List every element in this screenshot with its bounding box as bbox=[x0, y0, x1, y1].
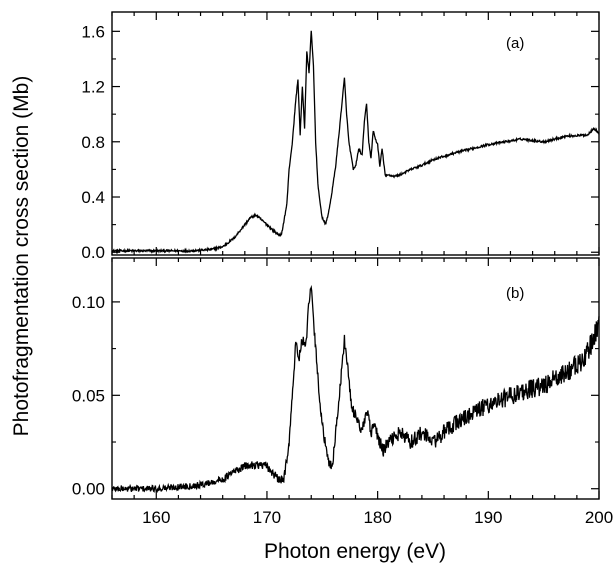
y-tick-label: 0.0 bbox=[81, 243, 105, 262]
panel-a: 0.0 0.4 0.8 1.2 1.6 (a) bbox=[81, 11, 600, 262]
y-tick-label: 0.00 bbox=[72, 480, 105, 499]
x-tick-label: 200 bbox=[585, 508, 613, 527]
y-tick-label: 1.2 bbox=[81, 78, 105, 97]
y-axis-title: Photofragmentation cross section (Mb) bbox=[10, 76, 33, 437]
panel-a-ticks: 0.0 0.4 0.8 1.2 1.6 bbox=[81, 12, 600, 262]
panel-a-frame bbox=[111, 11, 600, 256]
x-tick-label: 190 bbox=[474, 508, 502, 527]
y-tick-label: 0.05 bbox=[72, 386, 105, 405]
panel-b-frame bbox=[111, 257, 600, 500]
y-tick-label: 1.6 bbox=[81, 22, 105, 41]
x-tick-label: 170 bbox=[253, 508, 281, 527]
panel-b-label: (b) bbox=[506, 285, 524, 302]
y-tick-label: 0.10 bbox=[72, 293, 105, 312]
x-tick-label: 180 bbox=[363, 508, 391, 527]
panel-a-label: (a) bbox=[506, 35, 524, 52]
y-tick-label: 0.4 bbox=[81, 188, 105, 207]
panel-b-series-line bbox=[111, 284, 600, 494]
y-tick-label: 0.8 bbox=[81, 133, 105, 152]
x-axis-title: Photon energy (eV) bbox=[264, 540, 446, 563]
panel-b: 160 170 180 190 200 0.00 0.05 0.10 (b) bbox=[72, 257, 613, 527]
panel-a-series-line bbox=[111, 30, 600, 255]
panel-b-ticks: 160 170 180 190 200 0.00 0.05 0.10 bbox=[72, 258, 613, 527]
x-tick-label: 160 bbox=[142, 508, 170, 527]
